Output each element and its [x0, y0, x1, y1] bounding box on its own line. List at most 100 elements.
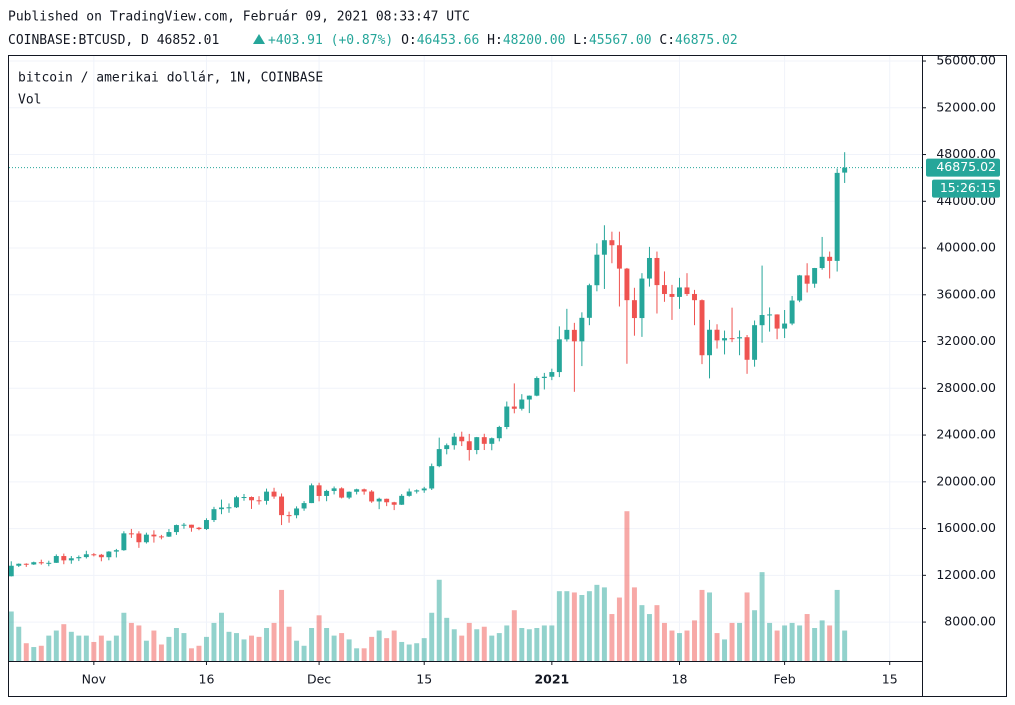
volume-bar: [16, 626, 22, 661]
price: 46852.01: [157, 33, 220, 48]
candle-body: [98, 554, 104, 558]
volume-bar: [136, 625, 142, 661]
volume-bar: [286, 626, 292, 661]
volume-bar: [752, 610, 758, 661]
candle-body: [729, 338, 735, 340]
volume-bar: [361, 648, 367, 661]
candle-body: [203, 520, 209, 530]
volume-bar: [504, 625, 510, 661]
o-label: O:: [401, 33, 417, 48]
candle-body: [264, 491, 270, 501]
candle-body: [331, 488, 337, 491]
candle-body: [556, 339, 562, 373]
y-tick-label: 56000.00: [936, 53, 996, 68]
candle-body: [819, 256, 825, 269]
candle-body: [714, 329, 720, 341]
candle-body: [53, 556, 59, 563]
volume-bar: [256, 636, 262, 661]
candle-body: [639, 278, 645, 319]
candle-body: [737, 337, 743, 339]
volume-bar: [399, 641, 405, 661]
candle-body: [354, 489, 360, 492]
volume-bar: [797, 625, 803, 661]
volume-bar: [541, 625, 547, 661]
candle-body: [83, 554, 89, 558]
volume-bar: [744, 592, 750, 661]
volume-bar: [166, 636, 172, 661]
countdown-label: 15:26:15: [940, 180, 996, 195]
candle-body: [586, 285, 592, 318]
volume-bar: [624, 511, 630, 661]
candle-body: [166, 532, 172, 537]
x-tick-label: 15: [882, 672, 898, 687]
volume-bar: [391, 630, 397, 661]
candle-body: [594, 254, 600, 286]
candle-body: [249, 497, 254, 501]
volume-bar: [834, 589, 840, 661]
y-tick-label: 12000.00: [936, 567, 996, 582]
h-label: H:: [487, 33, 503, 48]
volume-bar: [31, 647, 37, 661]
candle-body: [286, 515, 292, 517]
candle-body: [256, 500, 262, 502]
candle-body: [211, 509, 217, 521]
y-tick-label: 40000.00: [936, 240, 996, 255]
volume-bar: [789, 622, 795, 661]
volume-bar: [188, 648, 194, 661]
candle-body: [181, 524, 187, 526]
candle-body: [309, 485, 315, 504]
candle-body: [616, 245, 622, 269]
candle-body: [143, 534, 149, 543]
candle-body: [188, 524, 194, 528]
candle-body: [519, 399, 525, 409]
candle-body: [121, 533, 127, 551]
candle-body: [46, 562, 52, 564]
last-price-tag: [926, 158, 1000, 177]
candle-body: [279, 496, 285, 516]
volume-bar: [226, 631, 232, 661]
y-tick-label: 28000.00: [936, 380, 996, 395]
candle-body: [812, 268, 818, 284]
candle-body: [609, 240, 615, 246]
candle-body: [804, 275, 810, 284]
volume-bar: [474, 629, 480, 661]
candle-body: [759, 315, 765, 326]
volume-bar: [639, 605, 645, 661]
change: +403.91 (+0.87%): [268, 33, 393, 48]
volume-bar: [564, 591, 570, 661]
h-value: 48200.00: [503, 33, 566, 48]
volume-bar: [677, 633, 682, 661]
candle-body: [774, 314, 780, 329]
volume-bar: [646, 614, 652, 661]
candle-body: [789, 300, 795, 324]
candle-body: [661, 285, 667, 294]
chart-title: bitcoin / amerikai dollár, 1N, COINBASE: [18, 71, 323, 86]
grid: [9, 56, 922, 661]
candle-body: [384, 498, 390, 503]
candle-body: [128, 533, 134, 535]
candle-body: [834, 172, 840, 261]
x-tick-label: 15: [416, 672, 432, 687]
volume-bar: [23, 643, 29, 661]
l-label: L:: [573, 33, 589, 48]
volume-bar: [631, 587, 637, 661]
volume-bar: [219, 612, 224, 661]
candle-body: [406, 491, 412, 496]
y-tick-label: 8000.00: [944, 614, 996, 629]
candle-body: [459, 436, 465, 442]
candle-body: [541, 376, 547, 379]
volume-bar: [459, 635, 465, 661]
candle-body: [466, 441, 472, 451]
volume-bar: [91, 641, 97, 661]
volume-bar: [196, 645, 202, 661]
candle-body: [436, 449, 442, 467]
volume-bar: [511, 610, 517, 661]
candle-body: [767, 314, 773, 316]
volume-bar: [249, 635, 254, 661]
volume-bar: [61, 624, 67, 661]
candle-body: [429, 466, 435, 489]
volume-bar: [819, 620, 825, 661]
x-tick-label: 2021: [534, 672, 569, 687]
candle-body: [16, 563, 22, 566]
y-tick-label: 24000.00: [936, 427, 996, 442]
